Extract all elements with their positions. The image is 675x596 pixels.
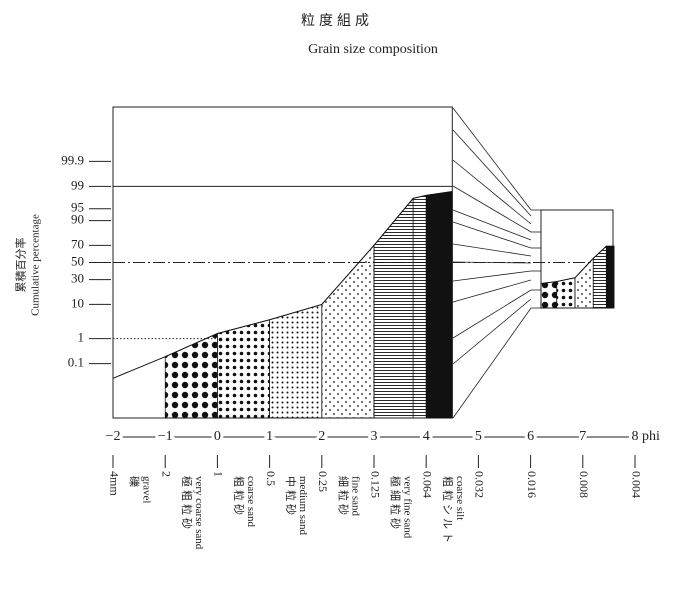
class-label: very coarse sand xyxy=(193,476,205,550)
x-tick-label: 0 xyxy=(214,429,221,444)
y-tick-label: 90 xyxy=(71,212,84,227)
class-label-ja: 礫 xyxy=(128,476,142,490)
class-label-ja: 細粒砂 xyxy=(336,476,350,518)
mm-label: 0.004 xyxy=(629,471,643,498)
fraction-area xyxy=(574,257,594,309)
fraction-area xyxy=(556,277,576,309)
cumulative-curve xyxy=(540,245,615,285)
class-label: medium sand xyxy=(297,476,309,535)
y-tick-label: 70 xyxy=(71,236,84,251)
x-tick-label: 6 xyxy=(527,429,534,444)
y-tick-label: 10 xyxy=(71,295,84,310)
mm-label: 0.25 xyxy=(316,471,330,492)
fraction-area xyxy=(164,332,218,419)
y-tick-label: 0.1 xyxy=(68,355,84,370)
mm-label: 4mm xyxy=(107,471,121,496)
fraction-area xyxy=(217,319,270,419)
fraction-area xyxy=(269,303,323,419)
class-label-ja: 粗粒シルト xyxy=(441,476,455,546)
x-axis-title: phi xyxy=(642,429,660,444)
class-label: coarse sand xyxy=(245,476,257,528)
fraction-area xyxy=(412,194,427,419)
y-tick-label: 50 xyxy=(71,253,84,268)
mm-label: 0.016 xyxy=(525,471,539,498)
x-tick-label: 4 xyxy=(423,429,430,444)
x-tick-label: 3 xyxy=(371,429,378,444)
fraction-area xyxy=(592,245,607,309)
x-tick-label: −1 xyxy=(158,429,173,444)
class-label: coarse silt xyxy=(454,476,466,520)
class-label: gravel xyxy=(141,476,153,503)
fan-lines xyxy=(452,107,541,419)
class-label-ja: 極細粒砂 xyxy=(389,476,403,532)
class-label: very fine sand xyxy=(402,476,414,539)
class-label-ja: 粗粒砂 xyxy=(232,476,246,518)
x-tick-label: 2 xyxy=(318,429,325,444)
y-tick-label: 30 xyxy=(71,271,84,286)
y-axis-title: Cumulative percentage xyxy=(30,214,42,316)
cumulative-curve xyxy=(112,191,453,379)
mm-label: 2 xyxy=(159,471,173,477)
y-tick-label: 99 xyxy=(71,177,84,192)
mm-label: 0.032 xyxy=(473,471,487,498)
fraction-area xyxy=(605,245,615,309)
x-tick-label: 8 xyxy=(632,429,639,444)
y-tick-label: 99.9 xyxy=(61,152,84,167)
mm-label: 1 xyxy=(212,471,226,477)
x-tick-label: 1 xyxy=(266,429,273,444)
class-label: fine sand xyxy=(349,476,361,517)
mm-label: 0.064 xyxy=(420,471,434,498)
y-tick-label: 95 xyxy=(71,200,84,215)
fraction-area xyxy=(425,191,453,419)
class-label-ja: 極粗粒砂 xyxy=(180,476,194,532)
x-tick-label: 5 xyxy=(475,429,482,444)
chart-title: 粒度組成 xyxy=(301,13,373,29)
x-tick-label: −2 xyxy=(106,429,121,444)
y-axis-title-ja: 累積百分率 xyxy=(14,238,28,293)
class-label-ja: 中粒砂 xyxy=(284,476,298,518)
y-tick-label: 1 xyxy=(78,330,85,345)
mm-label: 0.008 xyxy=(577,471,591,498)
fraction-area xyxy=(373,197,414,419)
x-tick-label: 7 xyxy=(579,429,586,444)
fraction-area xyxy=(321,244,375,419)
mm-label: 0.5 xyxy=(264,471,278,486)
chart-subtitle: Grain size composition xyxy=(308,42,438,57)
mm-label: 0.125 xyxy=(368,471,382,498)
fraction-area xyxy=(540,281,558,309)
